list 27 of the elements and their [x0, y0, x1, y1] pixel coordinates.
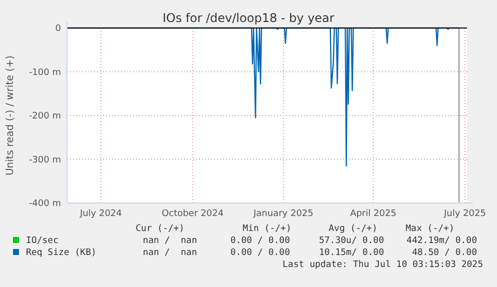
text: Avg (-/+)	[328, 224, 378, 234]
legend-label: IO/sec	[26, 236, 59, 246]
text: 48.50 / 0.00	[412, 248, 477, 258]
text: 57.30u/ 0.00	[318, 236, 384, 246]
y-tick-label: -100 m	[28, 68, 61, 78]
x-tick-label: October 2024	[162, 209, 224, 219]
text: Max (-/+)	[406, 224, 454, 234]
text: Cur (-/+)	[136, 224, 184, 234]
chart-title: IOs for /dev/loop18 - by year	[162, 11, 334, 25]
y-tick-label: 0	[55, 24, 62, 34]
x-tick-label: July 2025	[443, 209, 486, 219]
text: 442.19m/ 0.00	[406, 236, 477, 246]
text: Last update: Thu Jul 10 03:15:03 2025	[282, 260, 483, 270]
x-tick-label: July 2024	[78, 209, 122, 219]
text: 0.00 / 0.00	[230, 236, 290, 246]
x-tick-label: January 2025	[252, 209, 314, 219]
y-tick-label: -400 m	[28, 199, 61, 209]
text: Min (-/+)	[242, 224, 292, 234]
y-tick-label: -300 m	[28, 155, 61, 166]
text: 10.15m/ 0.00	[318, 248, 384, 258]
y-axis-title: Units read (-) / write (+)	[5, 55, 16, 176]
text: 0.00 / 0.00	[230, 248, 290, 258]
x-tick-label: April 2025	[350, 209, 396, 219]
text: nan / nan	[142, 248, 197, 258]
legend-label: Req Size (KB)	[26, 248, 96, 258]
text: nan / nan	[142, 236, 197, 246]
y-tick-label: -200 m	[28, 112, 61, 122]
